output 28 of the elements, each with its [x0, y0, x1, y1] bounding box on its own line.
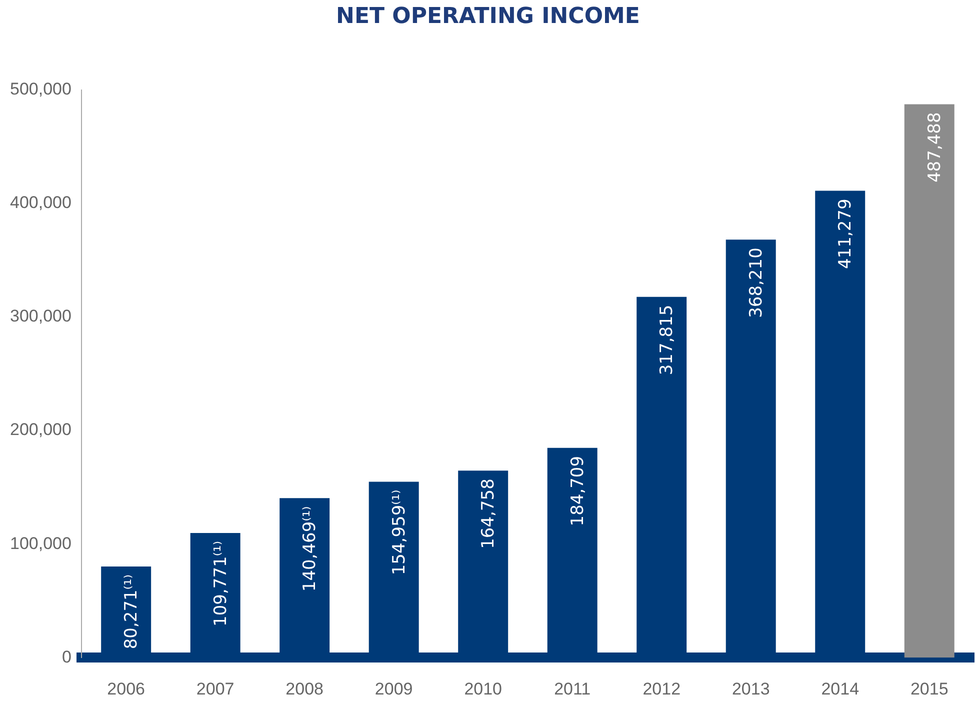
chart-title: NET OPERATING INCOME — [335, 3, 641, 31]
data-label: 317,815 — [657, 304, 678, 376]
data-label: 80,271⁽¹⁾ — [122, 574, 142, 650]
data-label: 184,709 — [568, 456, 588, 526]
data-label: 487,488 — [924, 112, 945, 183]
y-tick-label: 400,000 — [10, 193, 72, 212]
y-tick-label: 100,000 — [10, 534, 72, 553]
x-tick-label: 2011 — [554, 679, 591, 698]
x-tick-label: 2010 — [464, 679, 502, 698]
y-tick-label: 500,000 — [10, 80, 72, 99]
data-label: 154,959⁽¹⁾ — [389, 490, 410, 576]
bar — [904, 104, 954, 658]
data-label: 368,210 — [746, 248, 766, 318]
data-label: 164,758 — [478, 478, 499, 549]
data-label: 140,469⁽¹⁾ — [300, 506, 320, 592]
x-tick-label: 2013 — [732, 679, 770, 698]
data-label: 109,771⁽¹⁾ — [210, 540, 231, 626]
x-tick-label: 2012 — [642, 679, 681, 698]
y-tick-label: 200,000 — [10, 420, 72, 440]
y-tick-label: 300,000 — [10, 306, 72, 326]
x-tick-label: 2008 — [286, 679, 324, 698]
data-label: 411,279 — [836, 198, 856, 270]
x-tick-label: 2007 — [196, 679, 234, 698]
x-tick-label: 2006 — [107, 679, 145, 698]
x-tick-label: 2014 — [821, 679, 860, 698]
x-tick-label: 2015 — [910, 679, 948, 698]
x-tick-label: 2009 — [374, 679, 413, 698]
y-tick-label: 0 — [62, 647, 72, 666]
